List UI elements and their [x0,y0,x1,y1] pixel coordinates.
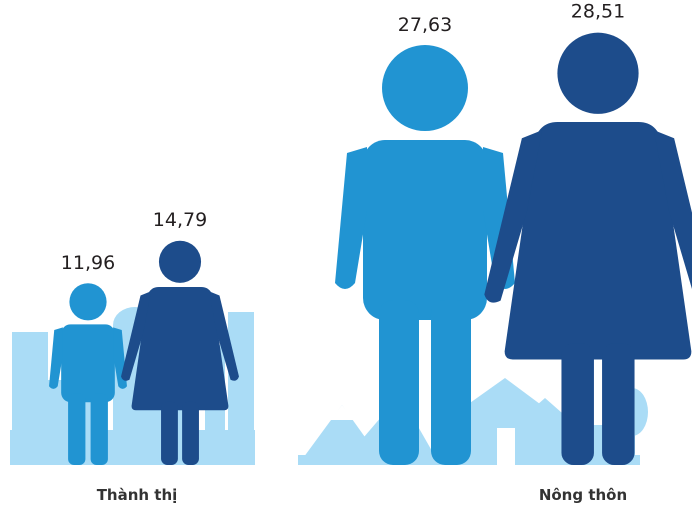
figure [121,240,239,465]
leg [561,343,594,465]
dress [504,121,692,360]
leg [430,300,471,465]
torso [61,324,115,403]
countryside [298,378,648,465]
arm [335,147,368,290]
arm [49,327,63,389]
arm [653,130,692,289]
leg [161,401,178,465]
head [158,240,202,283]
figure [484,32,692,465]
category-label: Thành thị [97,486,178,504]
leg [182,401,199,465]
value-label: 28,51 [571,1,625,23]
figure [49,283,127,465]
leg [379,300,420,465]
head [557,32,639,114]
dress [131,287,229,411]
arm [484,130,543,303]
leg [602,343,635,465]
category-label: Nông thôn [539,486,627,504]
value-label: 27,63 [398,14,452,36]
head [69,283,107,321]
value-label: 14,79 [153,209,207,231]
leg [68,393,86,465]
arm [121,291,152,381]
figure [335,45,515,465]
head [382,45,468,132]
leg [90,393,108,465]
arm [208,291,239,381]
value-label: 11,96 [61,252,115,274]
torso [363,140,487,321]
